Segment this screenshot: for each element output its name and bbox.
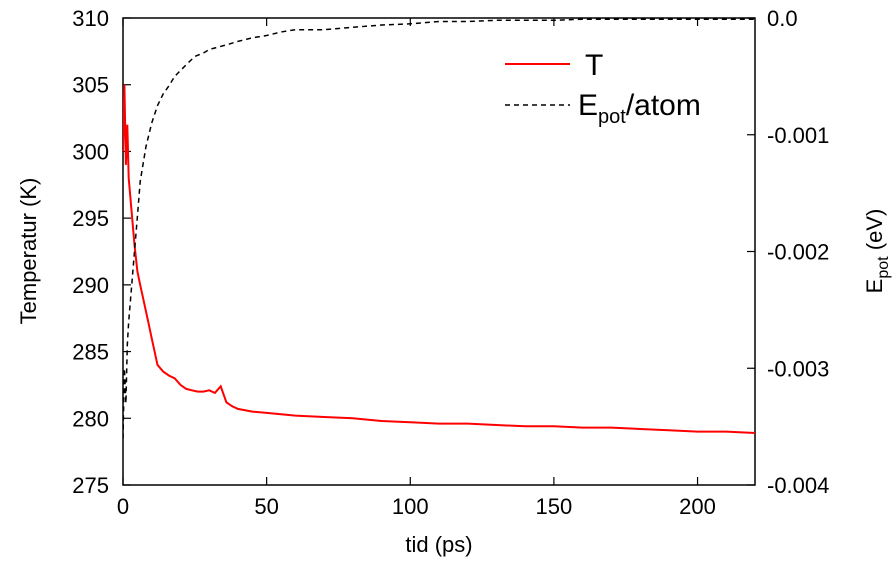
y-left-tick-label: 275 <box>72 473 109 498</box>
y-axis-left-title: Temperatur (K) <box>16 178 41 325</box>
legend-label-t: T <box>585 49 603 82</box>
y-left-tick-label: 305 <box>72 73 109 98</box>
axis-ticks: 0 50 100 150 200 275 280 285 290 295 300 305 310 -0.0… <box>72 6 829 519</box>
y-left-tick-label: 310 <box>72 6 109 31</box>
legend-label-epot-sub: pot <box>598 106 626 128</box>
y-left-tick-label: 300 <box>72 139 109 164</box>
x-tick-label: 50 <box>254 494 278 519</box>
y-right-tick-label: -0.001 <box>767 123 829 148</box>
y-axis-right-title: Epot (eV) <box>862 209 892 294</box>
y-left-tick-label: 290 <box>72 273 109 298</box>
y-right-tick-label: -0.004 <box>767 473 829 498</box>
y-right-tick-label: -0.002 <box>767 240 829 265</box>
y-axis-right-title-rest: (eV) <box>862 209 887 257</box>
y-right-tick-label: 0.0 <box>767 6 798 31</box>
legend-label-epot: Epot/atom <box>578 89 701 128</box>
y-axis-right-title-main: E <box>862 279 887 294</box>
legend-label-epot-main: E <box>578 89 598 122</box>
y-left-tick-label: 280 <box>72 406 109 431</box>
y-axis-right-title-sub: pot <box>875 256 892 279</box>
series-line-t <box>123 84 755 434</box>
series-line-epot <box>123 18 755 439</box>
x-tick-label: 100 <box>392 494 429 519</box>
x-axis-title: tid (ps) <box>405 532 472 557</box>
y-left-tick-label: 285 <box>72 340 109 365</box>
y-left-tick-label: 295 <box>72 206 109 231</box>
y-right-tick-label: -0.003 <box>767 356 829 381</box>
legend: T Epot/atom <box>505 49 701 128</box>
x-tick-label: 200 <box>679 494 716 519</box>
series-layer <box>123 18 755 439</box>
x-tick-label: 0 <box>117 494 129 519</box>
legend-label-epot-rest: /atom <box>626 89 701 122</box>
x-tick-label: 150 <box>536 494 573 519</box>
